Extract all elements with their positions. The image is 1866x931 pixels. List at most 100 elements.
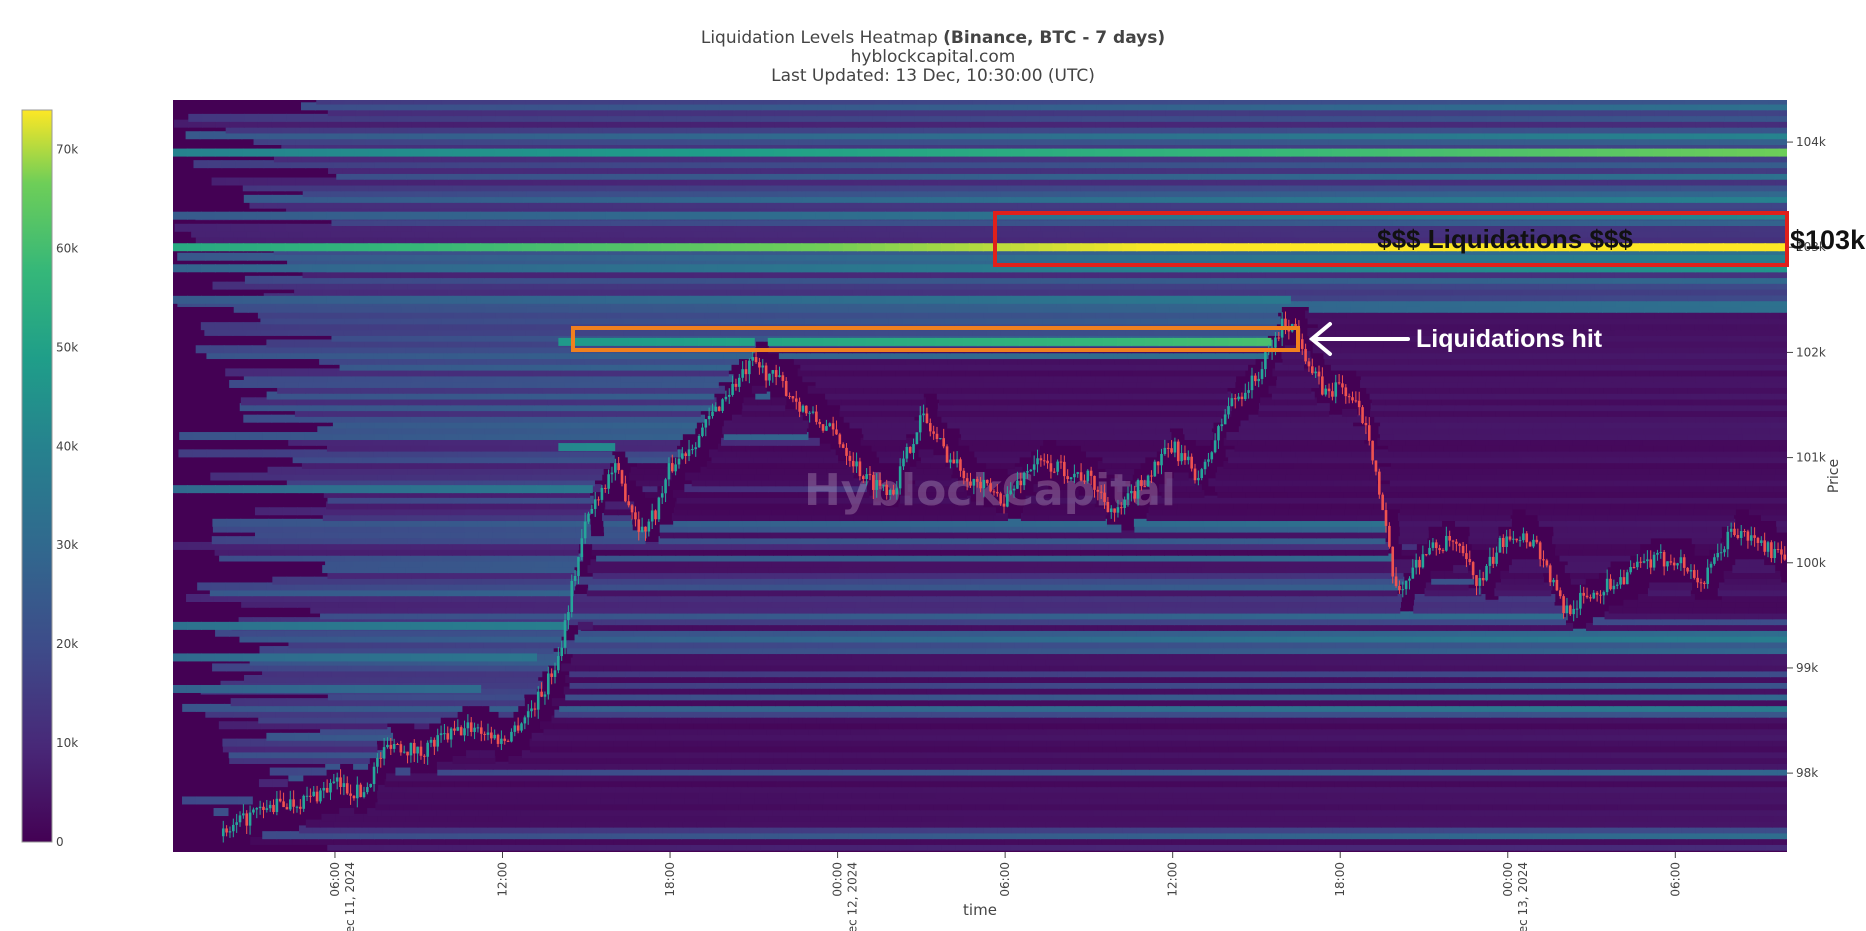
heatmap-cell	[1548, 819, 1564, 828]
heatmap-cell	[297, 767, 313, 776]
heatmap-cell	[340, 755, 356, 764]
heatmap-cell	[928, 692, 944, 701]
heatmap-cell	[1011, 825, 1027, 834]
heatmap-cell	[831, 779, 847, 788]
heatmap-cell	[544, 790, 560, 799]
heatmap-cell	[590, 767, 606, 776]
heatmap-cell	[1576, 819, 1592, 828]
heatmap-cell	[1275, 750, 1291, 759]
heatmap-cell	[1101, 836, 1117, 845]
heatmap-cell	[820, 831, 836, 840]
colorbar-tick-label: 50k	[56, 340, 78, 354]
heatmap-cell	[794, 819, 810, 828]
heatmap-cell	[592, 842, 608, 851]
heatmap-cell	[681, 680, 697, 689]
heatmap-cell	[492, 761, 508, 770]
heatmap-cell	[1727, 709, 1743, 718]
heatmap-cell	[1662, 784, 1678, 793]
heatmap-cell	[1777, 767, 1787, 776]
heatmap-cell	[806, 831, 822, 840]
heatmap-cell	[930, 773, 946, 782]
heatmap-cell	[1475, 773, 1491, 782]
heatmap-cell	[1494, 790, 1509, 799]
heatmap-cell	[426, 698, 442, 707]
heatmap-cell	[1221, 698, 1237, 707]
heatmap-cell	[1059, 836, 1075, 845]
heatmap-cell	[414, 709, 430, 718]
heatmap-cell	[819, 709, 835, 718]
heatmap-cell	[1443, 825, 1459, 834]
heatmap-cell	[370, 698, 386, 707]
heatmap-cell	[1274, 761, 1290, 770]
heatmap-cell	[559, 732, 575, 741]
heatmap-cell	[508, 755, 524, 764]
heatmap-cell	[1088, 738, 1104, 747]
heatmap-cell	[1025, 842, 1041, 851]
heatmap-cell	[913, 755, 929, 764]
heatmap-cell	[918, 831, 934, 840]
heatmap-cell	[836, 738, 852, 747]
heatmap-cell	[325, 761, 341, 770]
heatmap-cell	[1437, 738, 1453, 747]
heatmap-cell	[1270, 744, 1285, 753]
heatmap-cell	[1662, 732, 1678, 741]
heatmap-cell	[375, 819, 391, 828]
heatmap-cell	[406, 784, 421, 793]
heatmap-cell	[722, 831, 738, 840]
heatmap-cell	[1717, 813, 1733, 822]
heatmap-cell	[1730, 727, 1746, 736]
heatmap-cell	[931, 709, 947, 718]
heatmap-cell	[559, 703, 575, 712]
heatmap-cell	[522, 755, 538, 764]
heatmap-cell	[1065, 761, 1081, 770]
heatmap-cell	[223, 796, 239, 805]
heatmap-cell	[1108, 750, 1124, 759]
heatmap-cell	[1271, 784, 1287, 793]
heatmap-cell	[1261, 750, 1277, 759]
heatmap-cell	[557, 819, 573, 828]
heatmap-cell	[1428, 767, 1444, 776]
heatmap-cell	[1737, 755, 1753, 764]
heatmap-cell	[1480, 790, 1496, 799]
heatmap-cell	[761, 698, 777, 707]
heatmap-cell	[1392, 709, 1408, 718]
heatmap-cell	[545, 796, 561, 805]
heatmap-cell	[410, 825, 426, 834]
heatmap-cell	[908, 703, 924, 712]
heatmap-cell	[782, 813, 798, 822]
heatmap-cell	[1581, 761, 1597, 770]
heatmap-cell	[1333, 698, 1349, 707]
heatmap-cell	[964, 732, 980, 741]
heatmap-cell	[1773, 796, 1787, 805]
heatmap-cell	[1293, 721, 1309, 730]
heatmap-cell	[1674, 727, 1690, 736]
heatmap-cell	[1548, 727, 1564, 736]
heatmap-cell	[1122, 825, 1138, 834]
heatmap-cell	[433, 813, 449, 822]
heatmap-cell	[431, 819, 447, 828]
heatmap-cell	[1618, 819, 1634, 828]
heatmap-cell	[1415, 686, 1431, 695]
heatmap-cell	[885, 842, 901, 851]
heatmap-cell	[350, 732, 366, 741]
heatmap-cell	[1220, 755, 1236, 764]
heatmap-cell	[1101, 727, 1117, 736]
heatmap-cell	[1206, 750, 1221, 759]
heatmap-cell	[1172, 790, 1188, 799]
heatmap-cell	[591, 750, 607, 759]
heatmap-cell	[182, 703, 198, 712]
heatmap-cell	[1271, 703, 1287, 712]
heatmap-cell	[481, 698, 497, 707]
heatmap-cell	[601, 703, 617, 712]
heatmap-cell	[1132, 732, 1147, 741]
heatmap-cell	[1478, 738, 1494, 747]
heatmap-cell	[675, 750, 691, 759]
heatmap-cell	[1047, 813, 1063, 822]
heatmap-cell	[623, 721, 639, 730]
heatmap-cell	[1674, 738, 1690, 747]
heatmap-cell	[893, 744, 909, 753]
heatmap-cell	[314, 698, 330, 707]
heatmap-cell	[1605, 790, 1621, 799]
heatmap-cell	[250, 738, 266, 747]
heatmap-cell	[833, 721, 849, 730]
